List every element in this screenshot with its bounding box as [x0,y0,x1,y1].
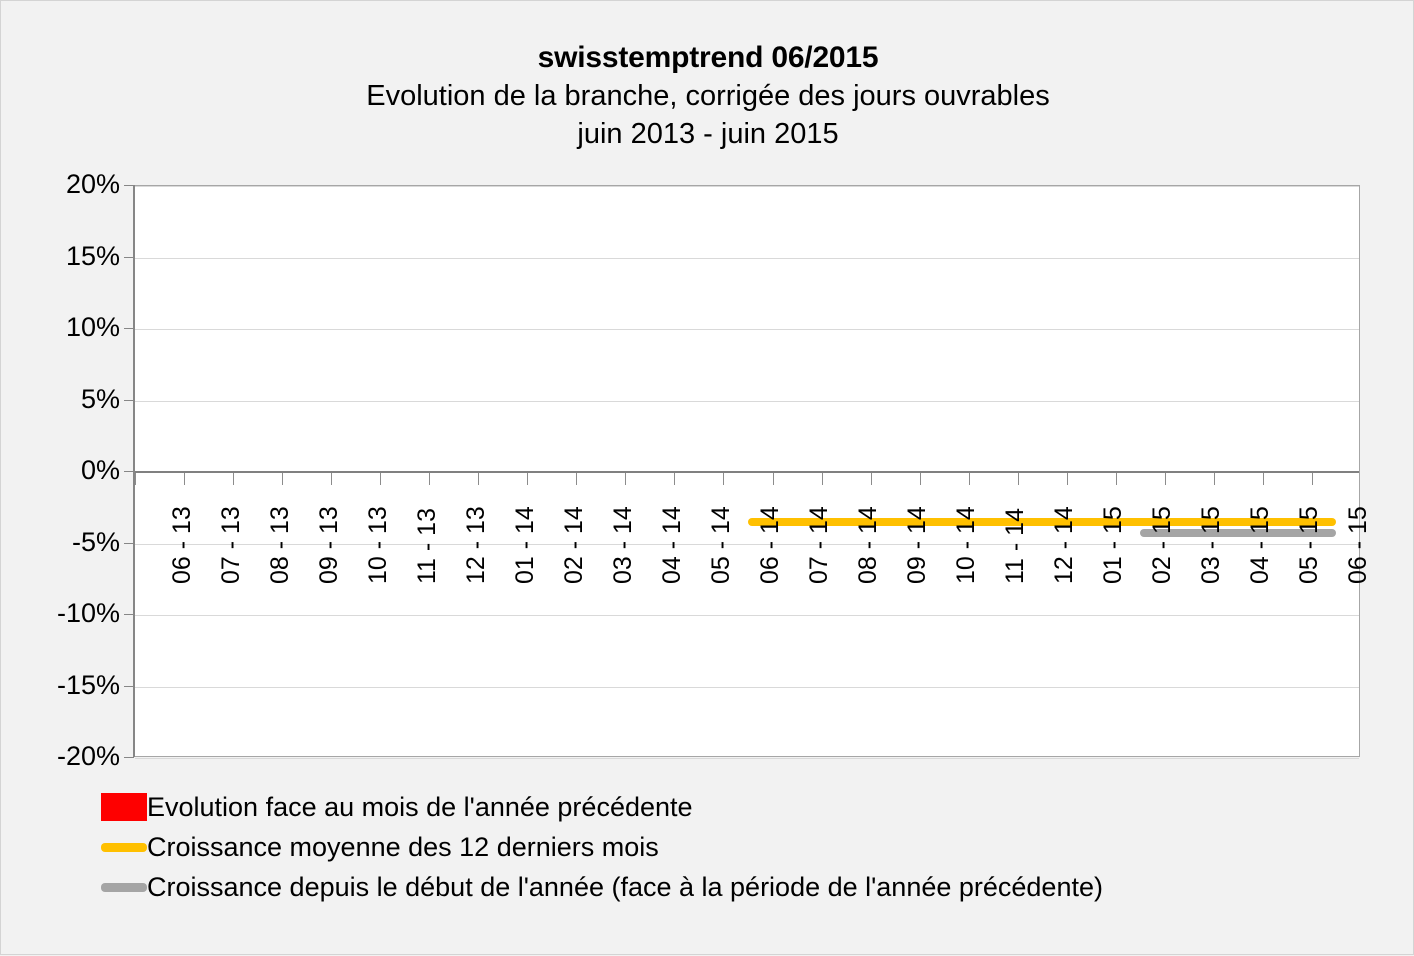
chart-titles: swisstemptrend 06/2015 Evolution de la b… [1,39,1414,153]
y-axis-label: 15% [65,240,120,271]
x-axis-tick [233,473,235,485]
chart-legend: Evolution face au mois de l'année précéd… [101,787,1391,907]
legend-swatch-red-bar [101,793,147,821]
x-axis-tick [1115,473,1117,485]
x-axis-tick [135,473,136,485]
x-axis-label: 02 - 15 [1148,506,1177,584]
x-axis-label: 12 - 13 [461,506,490,584]
x-axis-tick [870,473,872,485]
x-axis-label: 04 - 14 [657,506,686,584]
x-axis-label: 07 - 13 [216,506,245,584]
y-axis-label: 0% [80,455,120,485]
y-axis-label: -15% [56,669,120,700]
x-axis-label: 06 - 14 [756,506,784,584]
x-axis-label: 06 - 15 [1344,506,1373,584]
gridline [135,400,1359,402]
y-axis-tick [124,685,134,687]
chart-title-subtitle-1: Evolution de la branche, corrigée des jo… [366,80,1050,112]
legend-swatch-yellow-line [101,842,147,852]
x-axis-tick [625,473,627,485]
chart-plot-area [134,185,1360,759]
legend-item-bars: Evolution face au mois de l'année précéd… [101,787,1391,827]
x-axis-label: 04 - 15 [1246,506,1275,584]
x-axis-tick [527,473,529,485]
x-axis-label: 11 - 14 [1001,508,1030,584]
x-axis-label: 03 - 14 [608,506,637,584]
x-axis-label: 07 - 14 [805,506,834,584]
x-axis-tick [380,473,382,485]
x-axis-label: 08 - 14 [854,506,883,584]
y-axis-tick [124,185,134,186]
x-axis-tick [429,473,431,485]
legend-label-yellow-line: Croissance moyenne des 12 derniers mois [147,831,659,862]
zero-axis-line [135,471,1359,473]
x-axis-tick [821,473,823,485]
x-axis-label: 02 - 14 [559,506,588,584]
trend-line-year-to-date [1140,529,1337,538]
y-axis-tick [124,614,134,615]
gridline [135,758,1359,759]
trend-line-12-month-average [748,518,1337,527]
y-axis-label: 5% [80,383,120,414]
gridline [135,186,1359,187]
x-axis-tick [1213,473,1215,485]
y-axis-label: 10% [65,312,120,342]
y-axis-tick [124,471,134,472]
y-axis-tick [124,399,134,401]
y-axis-line [133,185,135,757]
y-axis-label: -20% [56,741,120,771]
x-axis-tick [674,473,676,485]
x-axis-label: 09 - 13 [314,506,343,584]
gridline [135,543,1359,545]
y-axis-tick [124,328,134,329]
gridline [135,329,1359,330]
x-axis-label: 11 - 13 [412,508,441,584]
x-axis-label: 10 - 13 [363,506,392,584]
x-axis-tick [772,473,774,485]
x-axis-tick [1262,473,1264,485]
x-axis-tick [723,473,725,485]
x-axis-tick [576,473,578,485]
x-axis-tick [919,473,921,485]
gridline [135,257,1359,259]
x-axis-label: 09 - 14 [903,506,932,584]
legend-label-bars: Evolution face au mois de l'année précéd… [147,791,693,822]
legend-item-grey-line: Croissance depuis le début de l'année (f… [101,867,1391,907]
legend-swatch-grey-line [101,882,147,892]
y-axis-label: 20% [65,169,120,199]
legend-label-grey-line: Croissance depuis le début de l'année (f… [147,871,1103,902]
x-axis-label: 05 - 15 [1295,506,1324,584]
x-axis-label: 01 - 15 [1099,506,1128,584]
x-axis-tick [1164,473,1166,485]
chart-title-main: swisstemptrend 06/2015 [537,41,879,74]
legend-item-yellow-line: Croissance moyenne des 12 derniers mois [101,827,1391,867]
x-axis-tick [1017,473,1019,485]
y-axis-label: -5% [71,526,120,557]
x-axis-tick [331,473,333,485]
x-axis-label: 08 - 13 [265,506,294,584]
chart-title-subtitle-2: juin 2013 - juin 2015 [577,118,839,150]
x-axis-tick [184,473,186,485]
x-axis-tick [282,473,284,485]
y-axis-label: -10% [56,598,120,628]
x-axis-tick [1311,473,1313,485]
y-axis-tick [124,757,134,758]
x-axis-label: 06 - 13 [167,506,196,584]
x-axis-tick [478,473,480,485]
x-axis-label: 01 - 14 [510,506,539,584]
gridline [135,686,1359,688]
y-axis-tick [124,256,134,258]
x-axis-label: 10 - 14 [952,506,981,584]
x-axis-label: 12 - 14 [1050,506,1079,584]
x-axis-tick [968,473,970,485]
x-axis-tick [1066,473,1068,485]
x-axis-label: 03 - 15 [1197,506,1226,584]
y-axis-tick [124,542,134,544]
x-axis-label: 05 - 14 [706,506,735,584]
gridline [135,615,1359,616]
